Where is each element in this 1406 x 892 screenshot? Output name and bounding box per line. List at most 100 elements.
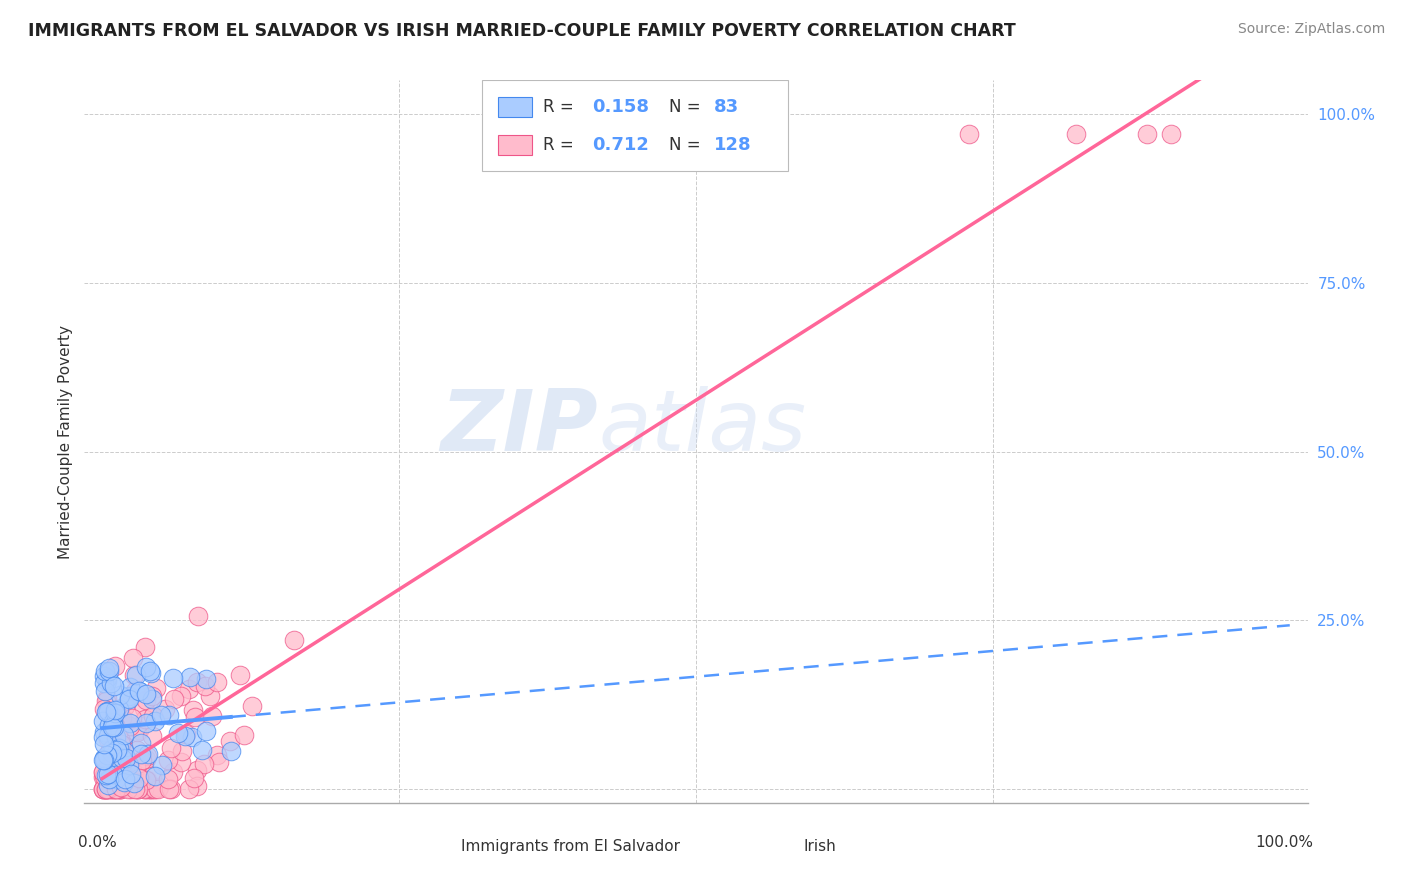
Point — [114, 699, 136, 714]
Point — [157, 772, 180, 787]
Point — [1136, 128, 1159, 142]
Point — [141, 690, 163, 704]
Point — [103, 718, 125, 732]
Point — [97, 732, 120, 747]
FancyBboxPatch shape — [498, 97, 531, 117]
Point — [98, 706, 121, 721]
Point — [96, 671, 118, 685]
Point — [104, 730, 127, 744]
Point — [232, 728, 254, 742]
Point — [107, 762, 129, 776]
Text: atlas: atlas — [598, 385, 806, 468]
Point — [219, 734, 242, 748]
Point — [94, 705, 117, 719]
Point — [135, 752, 157, 766]
Point — [101, 767, 124, 781]
Point — [186, 763, 208, 777]
Point — [170, 744, 193, 758]
Point — [174, 730, 197, 744]
Point — [120, 719, 142, 733]
Point — [108, 781, 131, 796]
Point — [283, 632, 305, 647]
Point — [193, 679, 215, 693]
Point — [105, 743, 128, 757]
Point — [156, 753, 179, 767]
Point — [101, 742, 124, 756]
Point — [127, 743, 149, 757]
Point — [124, 781, 146, 796]
Point — [148, 780, 170, 794]
Point — [103, 720, 125, 734]
Point — [141, 692, 163, 706]
Point — [103, 679, 125, 693]
Point — [104, 706, 127, 720]
Point — [160, 781, 183, 796]
Point — [97, 665, 120, 679]
Point — [118, 691, 141, 706]
Point — [97, 661, 120, 675]
Point — [108, 740, 131, 755]
Point — [205, 747, 228, 762]
Point — [105, 781, 128, 796]
Point — [96, 781, 118, 796]
Point — [98, 717, 121, 731]
Point — [118, 758, 141, 772]
Point — [1160, 128, 1182, 142]
Point — [240, 698, 263, 713]
Text: 100.0%: 100.0% — [1256, 835, 1313, 850]
Point — [134, 781, 156, 796]
Point — [93, 676, 115, 690]
Point — [105, 739, 128, 754]
Point — [94, 683, 117, 698]
Point — [112, 728, 135, 742]
Text: IMMIGRANTS FROM EL SALVADOR VS IRISH MARRIED-COUPLE FAMILY POVERTY CORRELATION C: IMMIGRANTS FROM EL SALVADOR VS IRISH MAR… — [28, 22, 1017, 40]
Point — [112, 743, 135, 757]
Point — [103, 781, 125, 796]
Point — [93, 701, 115, 715]
Point — [118, 692, 141, 706]
Point — [111, 760, 134, 774]
Point — [125, 760, 148, 774]
Point — [193, 756, 215, 771]
Point — [181, 703, 204, 717]
Point — [93, 751, 115, 765]
Point — [134, 712, 156, 726]
Point — [150, 707, 173, 722]
Point — [142, 708, 165, 723]
Point — [139, 781, 162, 796]
Point — [101, 775, 124, 789]
Point — [100, 781, 122, 796]
Point — [135, 715, 157, 730]
Point — [179, 670, 201, 684]
Point — [198, 689, 221, 703]
Point — [141, 665, 163, 680]
Point — [120, 781, 142, 796]
Point — [127, 781, 149, 796]
Point — [96, 704, 118, 718]
FancyBboxPatch shape — [427, 839, 454, 855]
Point — [103, 753, 125, 767]
Text: 0.0%: 0.0% — [79, 835, 117, 850]
Point — [97, 778, 120, 792]
Point — [97, 705, 120, 719]
Point — [183, 710, 205, 724]
Point — [179, 781, 201, 796]
Point — [143, 769, 166, 783]
Point — [100, 757, 122, 772]
Text: ZIP: ZIP — [440, 385, 598, 468]
Point — [93, 770, 115, 784]
Point — [97, 781, 120, 796]
Point — [145, 681, 167, 695]
Point — [110, 737, 132, 751]
Point — [101, 714, 124, 729]
Point — [121, 762, 143, 776]
Point — [1064, 128, 1087, 142]
Point — [108, 781, 131, 796]
Point — [127, 781, 149, 796]
Point — [120, 766, 142, 780]
Point — [138, 781, 160, 796]
Point — [120, 715, 142, 730]
Point — [136, 747, 159, 761]
Point — [96, 694, 118, 708]
Point — [94, 781, 117, 796]
